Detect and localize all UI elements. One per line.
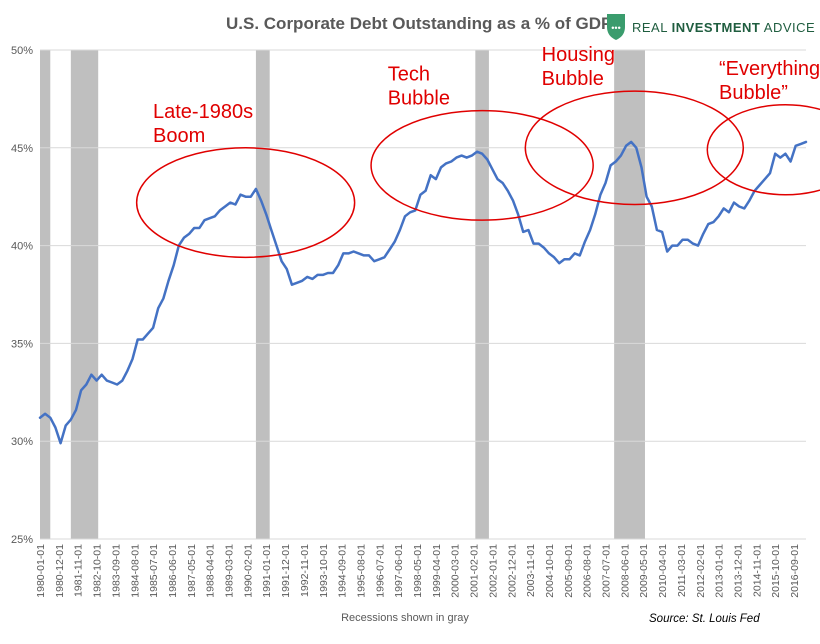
brand-part-2: INVESTMENT: [672, 20, 761, 35]
brand-part-1: REAL: [632, 20, 672, 35]
annotation-label: Housing: [542, 44, 615, 66]
header: U.S. Corporate Debt Outstanding as a % o…: [226, 14, 815, 40]
y-tick-label: 35%: [11, 338, 33, 350]
x-tick-label: 1981-11-01: [73, 544, 85, 597]
annotation-label: “Everything: [719, 58, 820, 80]
x-tick-label: 1991-01-01: [261, 544, 273, 598]
x-tick-label: 2002-12-01: [506, 544, 518, 598]
y-axis: 25% 30% 35% 40% 45% 50%: [11, 45, 33, 546]
x-tick-label: 1992-11-01: [299, 544, 311, 597]
x-tick-label: 1998-05-01: [412, 544, 424, 598]
x-tick-label: 1982-10-01: [92, 544, 104, 598]
x-tick-label: 1991-12-01: [280, 544, 292, 598]
chart-title: U.S. Corporate Debt Outstanding as a % o…: [226, 14, 612, 33]
x-tick-label: 1985-07-01: [148, 544, 160, 598]
x-tick-label: 2001-02-01: [469, 544, 481, 598]
x-tick-label: 2009-05-01: [638, 544, 650, 598]
x-tick-label: 2016-09-01: [789, 544, 801, 598]
x-tick-label: 1988-04-01: [205, 544, 217, 598]
x-tick-label: 2002-01-01: [487, 544, 499, 598]
x-tick-label: 2014-11-01: [751, 544, 763, 597]
x-tick-label: 1999-04-01: [431, 544, 443, 598]
x-tick-label: 1980-01-01: [35, 544, 47, 598]
shield-icon: [607, 14, 625, 40]
x-tick-label: 1993-10-01: [318, 544, 330, 598]
x-tick-label: 2006-08-01: [582, 544, 594, 598]
x-tick-label: 1989-03-01: [224, 544, 236, 598]
x-tick-label: 1996-07-01: [374, 544, 386, 598]
x-tick-label: 2008-06-01: [619, 544, 631, 598]
y-tick-label: 50%: [11, 45, 33, 57]
brand-logo: ••• REAL INVESTMENT ADVICE: [607, 14, 815, 40]
shield-icon-glyph: •••: [611, 23, 620, 33]
x-tick-label: 2000-03-01: [450, 544, 462, 598]
annotation-ellipse-4: [706, 104, 820, 196]
x-tick-label: 1997-06-01: [393, 544, 405, 598]
y-tick-label: 45%: [11, 143, 33, 155]
recession-note: Recessions shown in gray: [341, 612, 469, 624]
x-tick-label: 2015-10-01: [770, 544, 782, 598]
y-tick-label: 25%: [11, 534, 33, 546]
x-tick-label: 2013-01-01: [714, 544, 726, 598]
x-tick-label: 2004-10-01: [544, 544, 556, 598]
annotation-ellipse-3: [524, 90, 745, 206]
x-tick-label: 2005-09-01: [563, 544, 575, 598]
x-tick-label: 2012-02-01: [695, 544, 707, 598]
annotation-label: Boom: [153, 125, 205, 147]
y-tick-label: 40%: [11, 241, 33, 253]
x-tick-label: 2010-04-01: [657, 544, 669, 598]
x-tick-label: 1984-08-01: [129, 544, 141, 598]
recession-band-4: [475, 50, 489, 539]
recession-band-2: [70, 50, 99, 539]
recession-band-5: [614, 50, 645, 539]
x-tick-label: 2011-03-01: [676, 544, 688, 597]
annotation-label: Bubble: [542, 68, 604, 90]
x-tick-label: 1990-02-01: [242, 544, 254, 598]
source-note: Source: St. Louis Fed: [649, 613, 760, 625]
x-tick-label: 1987-05-01: [186, 544, 198, 598]
recession-bands: [40, 50, 645, 539]
x-tick-label: 2007-07-01: [601, 544, 613, 598]
x-tick-label: 1986-06-01: [167, 544, 179, 598]
annotation-ellipse-2: [370, 109, 594, 221]
x-tick-label: 1995-08-01: [355, 544, 367, 598]
x-tick-label: 2003-11-01: [525, 544, 537, 597]
brand-part-3: ADVICE: [760, 20, 815, 35]
recession-band-1: [40, 50, 51, 539]
x-tick-label: 1994-09-01: [337, 544, 349, 598]
recession-band-3: [255, 50, 270, 539]
brand-name: REAL INVESTMENT ADVICE: [632, 20, 815, 35]
annotation-label: Late-1980s: [153, 101, 253, 123]
annotation-label: Tech: [388, 64, 430, 86]
x-tick-label: 1980-12-01: [54, 544, 66, 598]
x-tick-label: 1983-09-01: [110, 544, 122, 598]
series-line: [38, 140, 808, 445]
annotation-label: Bubble: [388, 88, 450, 110]
annotation-label: Bubble”: [719, 82, 788, 104]
y-tick-label: 30%: [11, 436, 33, 448]
annotation-ellipse-1: [135, 147, 356, 259]
x-axis: 1980-01-01 1980-12-01 1981-11-01 1982-10-01…: [35, 544, 801, 598]
gridlines: [40, 49, 806, 442]
x-tick-label: 2013-12-01: [732, 544, 744, 598]
